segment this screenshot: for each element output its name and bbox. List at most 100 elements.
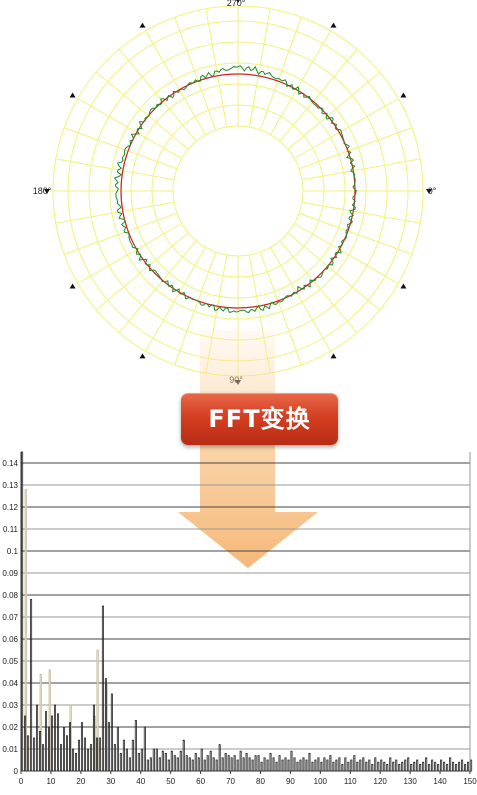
bar-primary — [437, 764, 440, 772]
bar-primary — [170, 750, 173, 772]
bar-primary — [362, 757, 365, 772]
bar-primary — [209, 750, 212, 772]
bar-primary — [332, 761, 335, 772]
bar-primary — [45, 711, 48, 772]
bar-primary — [275, 761, 278, 772]
bar-primary — [146, 759, 149, 772]
polar-grid-spoke — [298, 127, 413, 170]
bar-primary — [374, 757, 377, 772]
bar-primary — [266, 759, 269, 772]
x-tick-label: 120 — [374, 777, 388, 786]
bar-primary — [452, 761, 455, 772]
angle-label-90: 90° — [229, 375, 243, 385]
bar-axes: 0 0.01 0.02 0.03 0.04 0.05 0.06 0.07 0.08 0.09 0.1… — [2, 452, 477, 786]
bar-primary — [122, 739, 125, 772]
bar-primary — [30, 599, 33, 772]
polar-grid-ring — [172, 125, 304, 257]
y-tick-label: 0.07 — [2, 613, 18, 622]
bar-primary — [446, 764, 449, 772]
polar-grid-spoke — [294, 98, 399, 159]
bar-primary — [440, 759, 443, 772]
bar-primary — [353, 755, 356, 772]
y-tick-label: 0.09 — [2, 569, 18, 578]
polar-grid-spoke — [205, 8, 228, 128]
polar-grid-spoke — [298, 212, 413, 255]
x-tick-label: 80 — [256, 777, 265, 786]
bar-primary — [137, 753, 140, 772]
polar-tick-marker — [400, 92, 407, 98]
bar-primary — [410, 764, 413, 772]
polar-tick-marker — [69, 283, 76, 289]
polar-grid-spoke — [63, 127, 178, 170]
polar-grid-spoke — [118, 240, 197, 334]
polar-grid-spoke — [95, 71, 189, 150]
polar-grid-spoke — [294, 223, 399, 284]
bar-primary — [173, 755, 176, 772]
polar-tick-marker — [426, 189, 432, 194]
bar-primary — [167, 759, 170, 772]
polar-tick-marker — [400, 283, 407, 289]
x-tick-label: 130 — [403, 777, 417, 786]
polar-grid-spoke — [287, 71, 381, 150]
polar-grid-spoke — [63, 212, 178, 255]
y-tick-label: 0.03 — [2, 701, 18, 710]
bar-primary — [380, 759, 383, 772]
polar-grid — [52, 5, 424, 377]
polar-grid-spoke — [270, 247, 331, 352]
fft-transform-label: FFT变换 — [181, 393, 338, 445]
polar-grid-spoke — [205, 254, 228, 374]
bar-primary — [152, 748, 155, 772]
bar-primary — [458, 761, 461, 772]
bar-primary — [161, 750, 164, 772]
bar-primary — [272, 757, 275, 772]
bar-primary — [197, 757, 200, 772]
bar-primary — [107, 722, 110, 772]
bar-primary — [281, 759, 284, 772]
angle-label-180: 180° — [33, 186, 52, 196]
bar-primary — [74, 753, 77, 772]
y-tick-label: 0.11 — [3, 525, 19, 534]
x-tick-label: 90 — [286, 777, 295, 786]
polar-grid-spoke — [287, 232, 381, 311]
polar-grid-spoke — [248, 254, 271, 374]
x-tick-label: 10 — [46, 777, 55, 786]
bar-primary — [155, 748, 158, 772]
polar-grid-spoke — [77, 223, 182, 284]
bar-grid — [21, 462, 470, 750]
bar-primary — [392, 761, 395, 772]
bar-primary — [164, 753, 167, 772]
polar-grid-spoke — [118, 48, 197, 142]
bar-primary — [443, 761, 446, 772]
bar-primary — [341, 764, 344, 772]
bar-primary — [377, 761, 380, 772]
bar-primary — [329, 755, 332, 772]
bar-primary — [419, 764, 422, 772]
x-tick-label: 50 — [166, 777, 175, 786]
polar-tick-marker — [236, 0, 240, 3]
bar-primary — [188, 757, 191, 772]
bar-primary — [287, 759, 290, 772]
bar-primary — [401, 761, 404, 772]
bar-primary — [299, 759, 302, 772]
bar-primary — [158, 757, 161, 772]
polar-chart: 270° 0° 90° 180° — [33, 0, 437, 385]
bar-primary — [149, 757, 152, 772]
polar-grid-spoke — [279, 240, 358, 334]
bar-primary — [449, 757, 452, 772]
bar-primary — [36, 704, 39, 772]
polar-grid-spoke — [95, 232, 189, 311]
y-tick-label: 0.13 — [2, 481, 18, 490]
bar-primary — [206, 755, 209, 772]
polar-tick-marker — [330, 22, 337, 28]
bar-primary — [398, 764, 401, 772]
bar-primary — [344, 757, 347, 772]
polar-tick-marker — [69, 92, 76, 98]
y-tick-label: 0.12 — [2, 503, 18, 512]
polar-grid-ring — [151, 104, 325, 278]
bar-series — [21, 451, 473, 772]
bar-primary — [338, 757, 341, 772]
bar-primary — [257, 755, 260, 772]
bar-primary — [83, 737, 86, 772]
bar-primary — [185, 755, 188, 772]
bar-primary — [323, 757, 326, 772]
